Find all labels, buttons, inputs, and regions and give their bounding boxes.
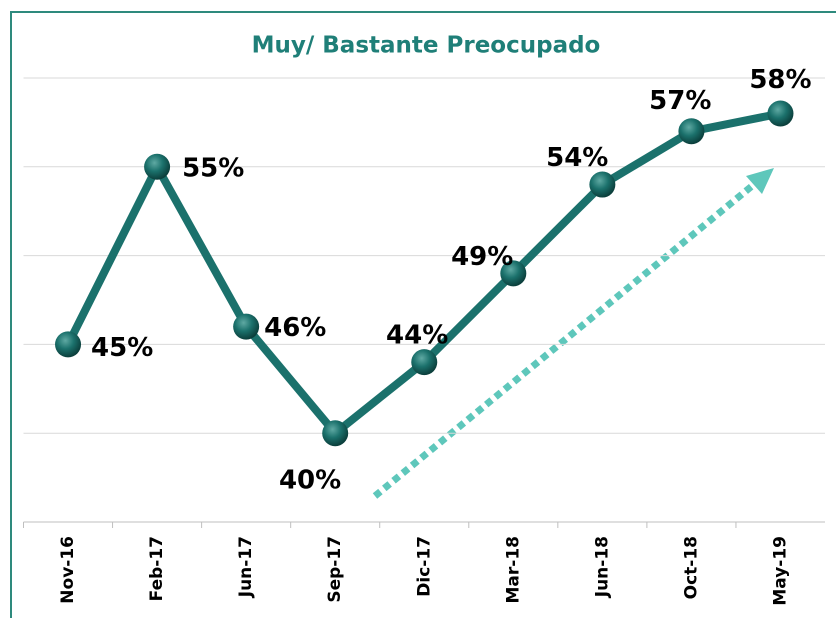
value-label: 44% — [386, 321, 448, 351]
point-marker — [233, 313, 260, 340]
point-marker — [55, 331, 82, 358]
value-label: 45% — [91, 333, 153, 363]
point-marker — [322, 420, 349, 447]
value-label: 49% — [451, 242, 513, 272]
chart-title: Muy/ Bastante Preocupado — [252, 33, 601, 59]
x-tick-label: Mar-18 — [503, 536, 523, 604]
x-tick-label: Jun-17 — [236, 536, 256, 598]
x-tick-label: Jun-18 — [592, 536, 612, 598]
point-marker — [767, 100, 794, 127]
point-marker — [411, 349, 438, 376]
value-label: 57% — [649, 86, 711, 116]
x-tick-label: Feb-17 — [147, 536, 167, 601]
x-tick-label: Oct-18 — [681, 536, 701, 599]
point-marker — [589, 171, 616, 198]
x-tick-label: Dic-17 — [414, 536, 434, 597]
trend-arrow-head — [746, 168, 774, 194]
series-line — [64, 109, 782, 438]
x-tick-label: Sep-17 — [325, 536, 345, 603]
value-label: 58% — [749, 65, 811, 95]
trend-arrow — [372, 183, 755, 499]
x-tick-label: May-19 — [770, 536, 790, 606]
value-label: 54% — [546, 143, 608, 173]
point-marker — [678, 118, 705, 145]
value-label: 46% — [264, 313, 326, 343]
value-label: 55% — [182, 153, 244, 183]
point-marker — [144, 153, 171, 180]
point-marker — [500, 260, 527, 287]
value-label: 40% — [279, 466, 341, 496]
chart-frame — [10, 11, 836, 618]
x-tick-label: Nov-16 — [58, 536, 78, 604]
